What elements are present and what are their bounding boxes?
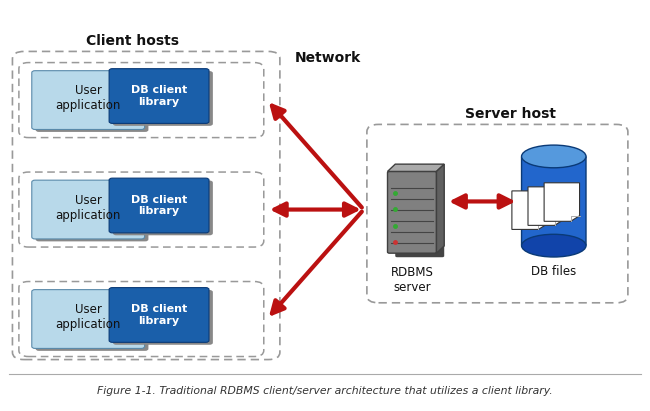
FancyBboxPatch shape [113, 180, 213, 236]
Text: Client hosts: Client hosts [86, 34, 179, 48]
Text: User
application: User application [55, 84, 121, 112]
FancyBboxPatch shape [113, 71, 213, 126]
Text: Figure 1-1. Traditional RDBMS client/server architecture that utilizes a client : Figure 1-1. Traditional RDBMS client/ser… [97, 386, 553, 396]
FancyBboxPatch shape [395, 175, 444, 257]
FancyBboxPatch shape [36, 292, 148, 351]
Text: User
application: User application [55, 194, 121, 222]
Text: User
application: User application [55, 303, 121, 331]
FancyBboxPatch shape [36, 182, 148, 241]
Text: DB files: DB files [531, 266, 577, 279]
Text: RDBMS
server: RDBMS server [391, 266, 434, 293]
Polygon shape [528, 187, 564, 225]
Text: DB client
library: DB client library [131, 85, 187, 107]
Text: Server host: Server host [465, 107, 556, 121]
FancyBboxPatch shape [36, 73, 148, 132]
FancyBboxPatch shape [109, 178, 209, 233]
Ellipse shape [521, 234, 586, 257]
Text: DB client
library: DB client library [131, 195, 187, 216]
FancyBboxPatch shape [521, 157, 586, 246]
Text: DB client
library: DB client library [131, 304, 187, 326]
FancyBboxPatch shape [32, 290, 144, 349]
Text: Network: Network [295, 51, 361, 65]
FancyBboxPatch shape [109, 69, 209, 123]
FancyBboxPatch shape [387, 171, 437, 253]
FancyBboxPatch shape [32, 180, 144, 239]
FancyBboxPatch shape [109, 288, 209, 342]
Ellipse shape [521, 145, 586, 168]
Polygon shape [512, 191, 547, 229]
FancyBboxPatch shape [113, 290, 213, 345]
Polygon shape [387, 164, 444, 171]
FancyBboxPatch shape [32, 71, 144, 129]
Polygon shape [544, 183, 580, 221]
Polygon shape [437, 164, 444, 253]
